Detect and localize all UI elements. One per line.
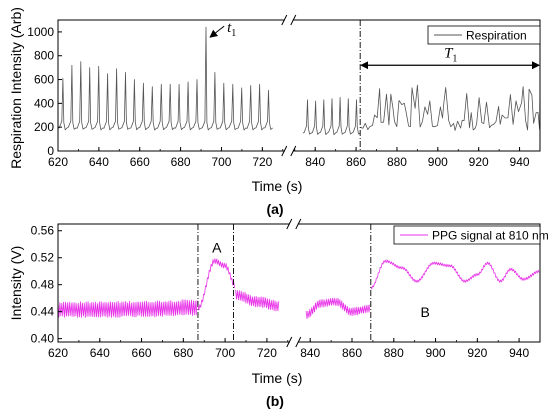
region-label-b: B xyxy=(420,304,429,320)
x-tick-label: 660 xyxy=(132,346,152,360)
y-tick-label: 1000 xyxy=(27,25,54,39)
y-tick-label: 800 xyxy=(34,49,54,63)
x-tick-label: 700 xyxy=(215,346,235,360)
ppg-axes-frame xyxy=(57,223,541,343)
respiration-ticks: 620 640 660 680 700 720 840 860 880 900 920 940 0 200… xyxy=(27,25,541,169)
axis-break-slash xyxy=(286,218,293,230)
panel-label: (b) xyxy=(266,393,284,409)
x-tick-label: 720 xyxy=(252,155,272,169)
x-tick-label: 880 xyxy=(384,346,404,360)
y-tick-label: 0.44 xyxy=(31,305,55,319)
t1-label-main: t xyxy=(227,20,232,36)
ppg-axis-break xyxy=(286,218,302,348)
ppg-annotations: AB xyxy=(212,239,430,320)
T1-label: T1 xyxy=(444,45,457,64)
axis-break-slash xyxy=(290,14,297,26)
ppg-series-segment xyxy=(305,297,371,319)
x-tick-label: 940 xyxy=(510,155,530,169)
ppg-marker-lines xyxy=(197,224,372,342)
respiration-series-segment xyxy=(302,97,361,136)
axis-break-gap xyxy=(289,339,298,345)
x-tick-label: 720 xyxy=(257,346,277,360)
y-tick-label: 0.48 xyxy=(31,278,55,292)
ppg-panel: 620 640 660 680 700 720 840 860 880 900 920 940 0.40… xyxy=(8,218,549,409)
axis-break-gap xyxy=(289,221,298,227)
axis-break-slash xyxy=(295,218,302,230)
x-tick-label: 620 xyxy=(48,155,68,169)
T1-label-subscript: 1 xyxy=(452,53,457,64)
respiration-legend: Respiration xyxy=(427,25,541,45)
x-tick-label: 920 xyxy=(469,155,489,169)
t1-label-subscript: 1 xyxy=(231,28,236,39)
x-axis-label: Time (s) xyxy=(252,178,303,194)
ppg-series-segment xyxy=(235,289,280,312)
x-tick-label: 880 xyxy=(387,155,407,169)
x-tick-label: 680 xyxy=(173,346,193,360)
legend-label: Respiration xyxy=(466,29,527,43)
x-tick-label: 840 xyxy=(300,346,320,360)
ppg-series-segment xyxy=(370,259,540,290)
x-tick-label: 700 xyxy=(211,155,231,169)
axis-break-slash xyxy=(290,145,297,157)
t1-arrow xyxy=(209,25,225,38)
T1-label-main: T xyxy=(444,45,454,61)
respiration-series-segment xyxy=(57,26,273,131)
respiration-plot-area xyxy=(57,26,541,136)
x-tick-label: 920 xyxy=(467,346,487,360)
axis-break-gap xyxy=(284,17,293,23)
ppg-plot-area xyxy=(57,258,540,319)
ppg-series-segment xyxy=(197,258,235,311)
x-tick-label: 680 xyxy=(171,155,191,169)
axis-break-slash xyxy=(295,336,302,348)
y-tick-label: 600 xyxy=(34,73,54,87)
respiration-axes-frame xyxy=(57,19,541,152)
ppg-ticks: 620 640 660 680 700 720 840 860 880 900 920 940 0.40… xyxy=(31,224,541,360)
respiration-axis-break xyxy=(281,14,297,157)
axis-break-slash xyxy=(286,336,293,348)
respiration-panel: 620 640 660 680 700 720 840 860 880 900 920 940 0 200… xyxy=(8,7,541,217)
legend-label: PPG signal at 810 nm xyxy=(432,229,549,243)
y-axis-label: Respiration Intensity (Arb) xyxy=(8,7,24,169)
y-tick-label: 200 xyxy=(34,120,54,134)
x-tick-label: 940 xyxy=(509,346,529,360)
x-tick-label: 640 xyxy=(90,346,110,360)
x-tick-label: 860 xyxy=(342,346,362,360)
axis-break-slash xyxy=(281,14,288,26)
ppg-series-segment xyxy=(57,299,198,318)
region-label-a: A xyxy=(212,239,222,255)
x-tick-label: 660 xyxy=(130,155,150,169)
y-tick-label: 0.40 xyxy=(31,332,55,346)
panel-label: (a) xyxy=(266,201,283,217)
y-tick-label: 0.52 xyxy=(31,251,55,265)
x-tick-label: 900 xyxy=(428,155,448,169)
legend-box xyxy=(427,25,541,45)
axis-break-slash xyxy=(281,145,288,157)
y-tick-label: 400 xyxy=(34,96,54,110)
t1-label: t1 xyxy=(227,20,236,39)
x-tick-label: 840 xyxy=(305,155,325,169)
x-tick-label: 860 xyxy=(346,155,366,169)
respiration-series-segment xyxy=(360,84,541,131)
ppg-legend: PPG signal at 810 nm xyxy=(393,225,549,245)
y-tick-label: 0 xyxy=(47,144,54,158)
y-tick-label: 0.56 xyxy=(31,224,55,238)
x-tick-label: 620 xyxy=(48,346,68,360)
legend-box xyxy=(393,225,541,245)
x-tick-label: 900 xyxy=(426,346,446,360)
x-tick-label: 640 xyxy=(89,155,109,169)
axis-break-gap xyxy=(284,148,293,154)
x-axis-label: Time (s) xyxy=(252,370,303,386)
y-axis-label: Intensity (V) xyxy=(8,246,24,321)
